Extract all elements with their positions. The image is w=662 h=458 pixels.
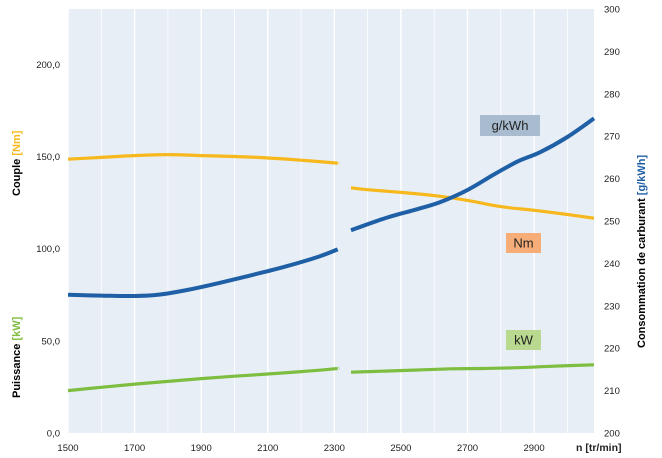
x-tick-label: 2300 bbox=[324, 443, 345, 454]
right-tick-label: 250 bbox=[604, 217, 620, 228]
label-text: Nm bbox=[513, 236, 533, 251]
label-box bbox=[506, 330, 541, 350]
label-text: kW bbox=[514, 333, 534, 348]
series-labels: g/kWh Nm kW bbox=[480, 115, 541, 350]
right-tick-label: 220 bbox=[604, 344, 620, 355]
plot-area bbox=[68, 9, 594, 433]
left-axis-title-couple: Couple [Nm] bbox=[11, 130, 23, 196]
series-line-kw-1 bbox=[67, 366, 340, 393]
right-tick-label: 270 bbox=[604, 132, 620, 143]
consommation-unit: [g/kWh] bbox=[636, 155, 648, 196]
right-tick-label: 200 bbox=[604, 429, 620, 440]
x-tick-label: 1700 bbox=[124, 443, 145, 454]
puissance-label: Puissance bbox=[11, 341, 23, 398]
right-tick-label: 230 bbox=[604, 301, 620, 312]
label-nm: Nm bbox=[506, 233, 541, 253]
series-line-gkwh-1 bbox=[67, 247, 339, 299]
right-tick-label: 240 bbox=[604, 259, 620, 270]
left-tick-label: 200,0 bbox=[36, 60, 60, 71]
x-tick-label: 2900 bbox=[524, 443, 545, 454]
x-tick-label: 2100 bbox=[257, 443, 278, 454]
x-axis-unit-label: n [tr/min] bbox=[576, 442, 622, 454]
left-tick-labels: 0,0 50,0 100,0 150,0 200,0 bbox=[36, 60, 60, 440]
series-line-nm-2 bbox=[350, 186, 595, 220]
x-tick-label: 1900 bbox=[191, 443, 212, 454]
series-line-kw-2 bbox=[350, 363, 595, 374]
right-axis-title: Consommation de carburant [g/kWh] bbox=[636, 155, 648, 348]
left-axis-title-puissance: Puissance [kW] bbox=[11, 316, 23, 398]
couple-label: Couple bbox=[11, 156, 23, 196]
series-lines bbox=[67, 116, 596, 393]
left-tick-label: 100,0 bbox=[36, 244, 60, 255]
right-tick-label: 210 bbox=[604, 386, 620, 397]
x-tick-labels: 1500 1700 1900 2100 2300 2500 2700 2900 bbox=[57, 443, 544, 454]
right-tick-label: 300 bbox=[604, 5, 620, 16]
right-tick-label: 290 bbox=[604, 47, 620, 58]
label-text: g/kWh bbox=[492, 118, 529, 133]
series-line-nm-1 bbox=[67, 152, 340, 166]
x-tick-label: 1500 bbox=[57, 443, 78, 454]
right-tick-label: 280 bbox=[604, 89, 620, 100]
consommation-label: Consommation de carburant bbox=[636, 195, 648, 348]
series-line-gkwh-2 bbox=[350, 116, 596, 233]
right-tick-label: 260 bbox=[604, 174, 620, 185]
couple-unit: [Nm] bbox=[11, 130, 23, 155]
grid-lines bbox=[67, 9, 568, 433]
x-tick-label: 2700 bbox=[457, 443, 478, 454]
left-tick-label: 50,0 bbox=[42, 336, 61, 347]
left-tick-label: 0,0 bbox=[47, 429, 60, 440]
x-tick-label: 2500 bbox=[390, 443, 411, 454]
left-tick-label: 150,0 bbox=[36, 152, 60, 163]
right-tick-labels: 200 210 220 230 240 250 260 270 280 290 300 bbox=[604, 5, 620, 440]
label-gkwh: g/kWh bbox=[480, 115, 540, 136]
label-kw: kW bbox=[506, 330, 541, 350]
label-box bbox=[480, 115, 540, 136]
label-box bbox=[506, 233, 541, 253]
puissance-unit: [kW] bbox=[11, 316, 23, 340]
